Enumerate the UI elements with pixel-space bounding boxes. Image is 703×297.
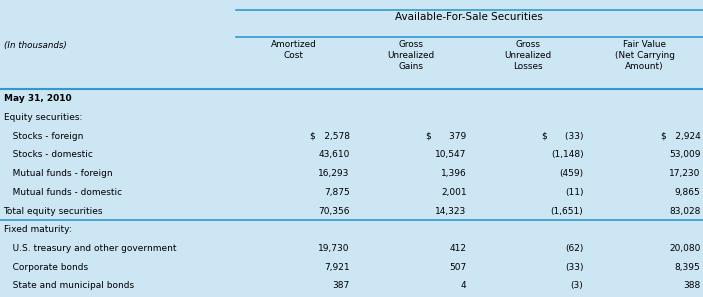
Text: Stocks - foreign: Stocks - foreign: [4, 132, 83, 141]
Text: 19,730: 19,730: [318, 244, 349, 253]
Text: $      379: $ 379: [426, 132, 467, 141]
Text: 4: 4: [461, 282, 467, 290]
Text: Amortized
Cost: Amortized Cost: [271, 40, 317, 60]
Text: 9,865: 9,865: [675, 188, 700, 197]
Text: 14,323: 14,323: [435, 207, 467, 216]
Text: $      (33): $ (33): [542, 132, 583, 141]
Text: 507: 507: [449, 263, 467, 272]
Text: 7,875: 7,875: [324, 188, 349, 197]
Text: Available-For-Sale Securities: Available-For-Sale Securities: [395, 12, 543, 22]
Text: Fixed maturity:: Fixed maturity:: [4, 225, 71, 234]
Text: Stocks - domestic: Stocks - domestic: [4, 151, 92, 159]
Text: 388: 388: [683, 282, 700, 290]
Text: (11): (11): [565, 188, 583, 197]
Text: 83,028: 83,028: [669, 207, 700, 216]
Text: Fair Value
(Net Carrying
Amount): Fair Value (Net Carrying Amount): [614, 40, 675, 71]
Text: 53,009: 53,009: [669, 151, 700, 159]
Text: 387: 387: [333, 282, 349, 290]
Text: (459): (459): [560, 169, 583, 178]
Text: $   2,924: $ 2,924: [661, 132, 700, 141]
Text: (62): (62): [565, 244, 583, 253]
Text: Gross
Unrealized
Losses: Gross Unrealized Losses: [504, 40, 551, 71]
Text: 10,547: 10,547: [435, 151, 467, 159]
Text: 7,921: 7,921: [324, 263, 349, 272]
Text: (In thousands): (In thousands): [4, 41, 66, 50]
Text: $   2,578: $ 2,578: [309, 132, 349, 141]
Text: Mutual funds - domestic: Mutual funds - domestic: [4, 188, 122, 197]
Text: May 31, 2010: May 31, 2010: [4, 94, 71, 103]
Text: (33): (33): [565, 263, 583, 272]
Text: 70,356: 70,356: [318, 207, 349, 216]
Text: (3): (3): [571, 282, 583, 290]
Text: Gross
Unrealized
Gains: Gross Unrealized Gains: [387, 40, 434, 71]
Text: Mutual funds - foreign: Mutual funds - foreign: [4, 169, 112, 178]
Text: State and municipal bonds: State and municipal bonds: [4, 282, 134, 290]
Text: 20,080: 20,080: [669, 244, 700, 253]
Text: (1,651): (1,651): [550, 207, 583, 216]
Text: 43,610: 43,610: [318, 151, 349, 159]
Text: U.S. treasury and other government: U.S. treasury and other government: [4, 244, 176, 253]
Text: Equity securities:: Equity securities:: [4, 113, 82, 122]
Text: 1,396: 1,396: [441, 169, 467, 178]
Text: (1,148): (1,148): [550, 151, 583, 159]
Text: 8,395: 8,395: [675, 263, 700, 272]
Text: 412: 412: [449, 244, 467, 253]
Text: 16,293: 16,293: [318, 169, 349, 178]
Text: Corporate bonds: Corporate bonds: [4, 263, 88, 272]
Text: Total equity securities: Total equity securities: [4, 207, 103, 216]
Text: 2,001: 2,001: [441, 188, 467, 197]
Text: 17,230: 17,230: [669, 169, 700, 178]
